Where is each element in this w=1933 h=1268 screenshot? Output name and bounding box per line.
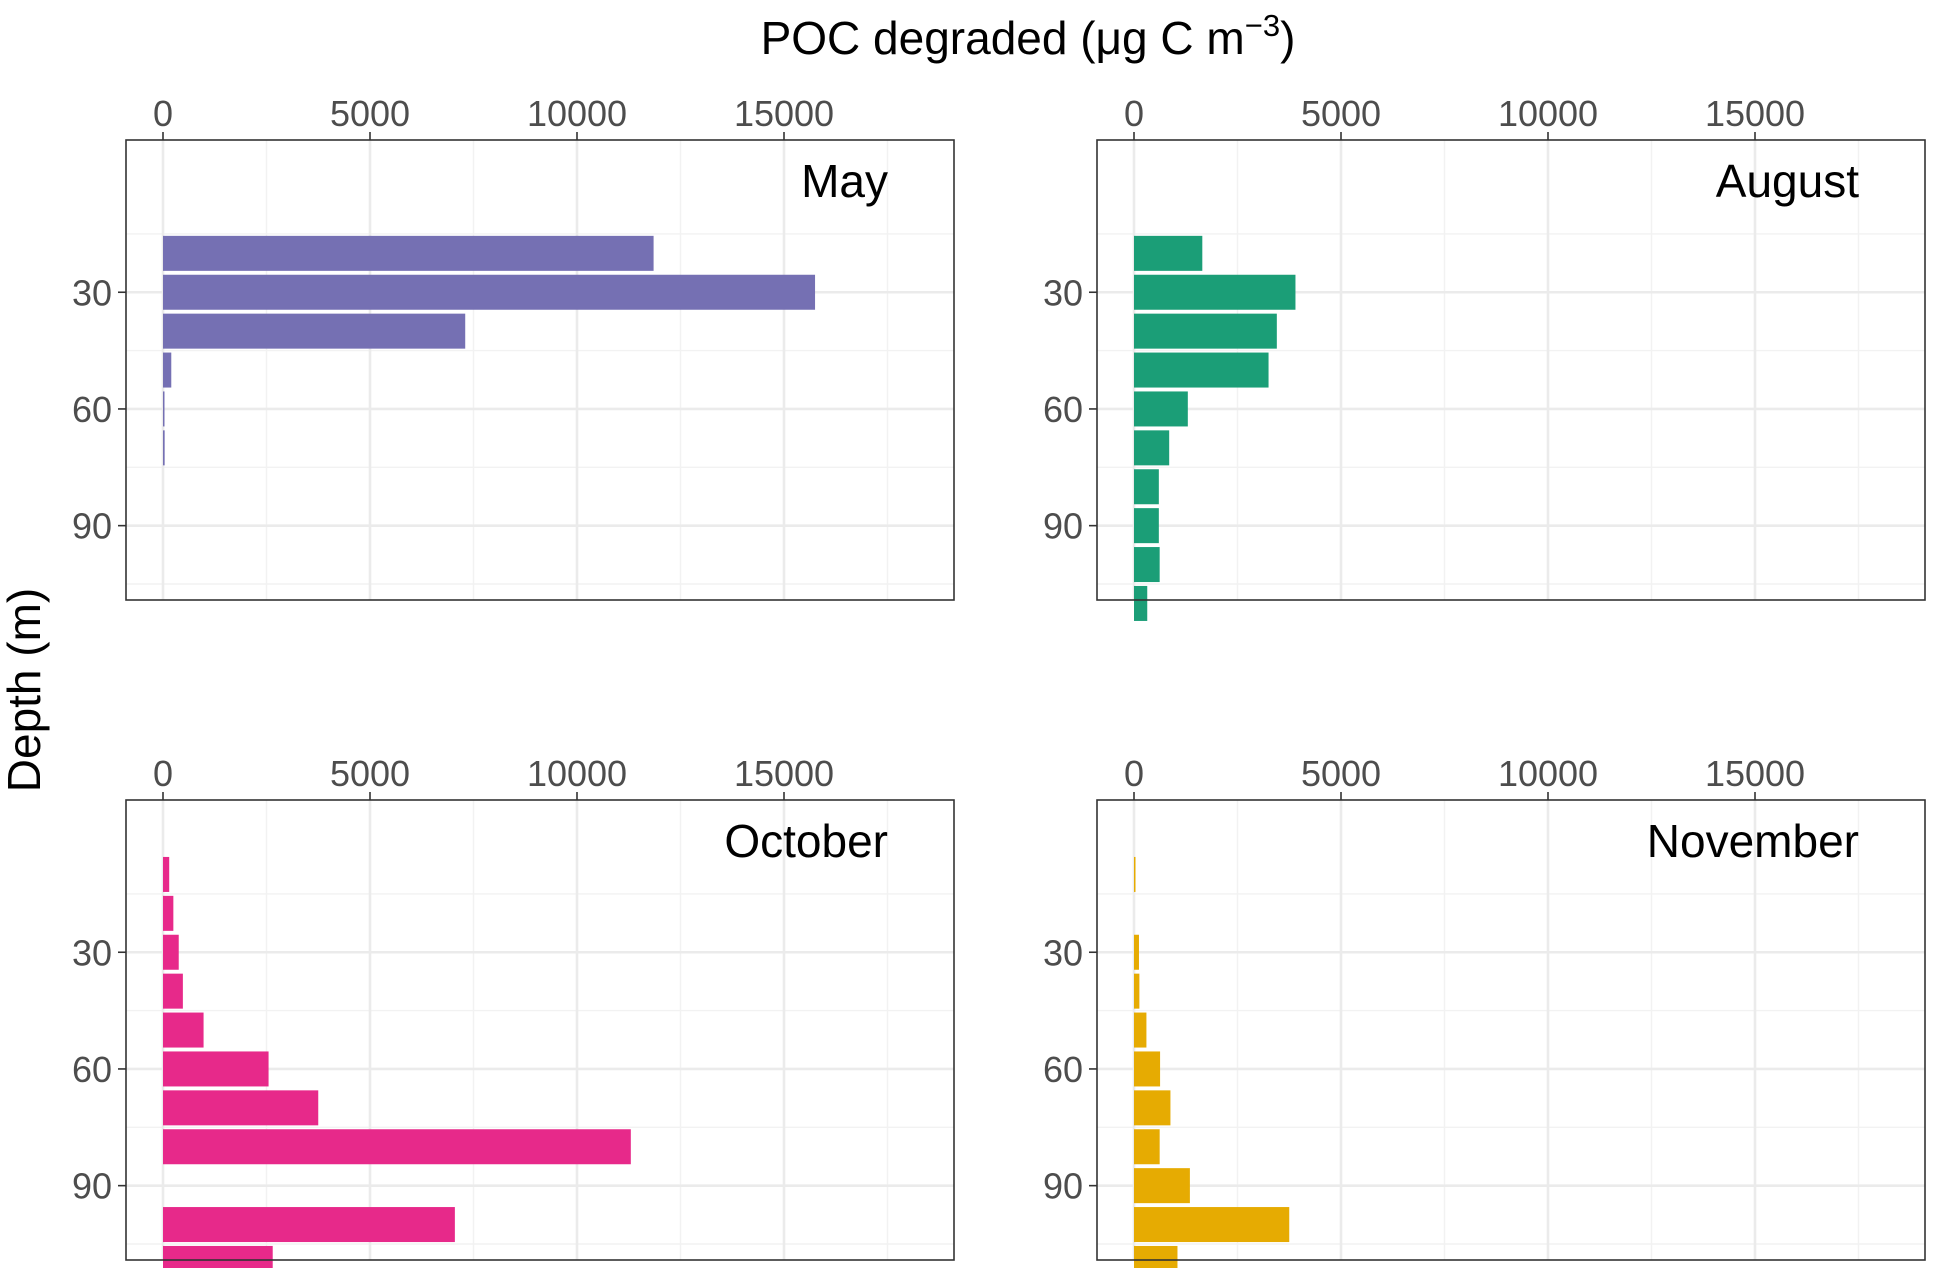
bar-november-depth-70 (1134, 1090, 1171, 1126)
x-tick-label: 15000 (1705, 753, 1805, 794)
y-tick-label: 30 (72, 932, 112, 973)
panels-group: 0 5000 10000 15000 30 60 90 May 0 5000 10000 15000 3… (72, 93, 1926, 1268)
main-title-superscript: −3 (1245, 8, 1280, 43)
y-tick-label: 60 (72, 389, 112, 430)
y-tick-label: 30 (1043, 932, 1083, 973)
bar-october-depth-100 (163, 1207, 455, 1243)
x-tick-label: 0 (153, 93, 173, 134)
bar-august-depth-20 (1134, 235, 1203, 271)
panel-border (1096, 799, 1926, 1261)
bar-may-depth-60 (163, 391, 165, 427)
bar-august-depth-100 (1134, 547, 1160, 583)
bar-august-depth-90 (1134, 508, 1159, 544)
x-tick-label: 10000 (1498, 93, 1598, 134)
y-tick-label: 60 (1043, 389, 1083, 430)
bar-october-depth-60 (163, 1051, 269, 1087)
bar-november-depth-80 (1134, 1129, 1160, 1165)
bar-october-depth-110 (163, 1245, 273, 1268)
y-tick-label: 60 (72, 1049, 112, 1090)
bar-october-depth-50 (163, 1012, 204, 1048)
x-tick-label: 15000 (734, 753, 834, 794)
bar-october-depth-30 (163, 934, 179, 970)
bar-november-depth-100 (1134, 1207, 1290, 1243)
bar-october-depth-70 (163, 1090, 319, 1126)
bar-november-depth-40 (1134, 973, 1140, 1009)
main-title-text: POC degraded (μg C m (761, 12, 1245, 64)
bar-may-depth-70 (163, 430, 165, 466)
panel-title-october: October (724, 815, 888, 867)
bar-october-depth-10 (163, 856, 170, 892)
bar-august-depth-70 (1134, 430, 1170, 466)
y-tick-label: 90 (72, 1166, 112, 1207)
x-tick-label: 5000 (1301, 93, 1381, 134)
x-tick-label: 5000 (1301, 753, 1381, 794)
bar-august-depth-40 (1134, 313, 1277, 349)
y-tick-label: 30 (1043, 272, 1083, 313)
y-axis-label: Depth (m) (0, 588, 50, 792)
chart-main-title: POC degraded (μg C m−3) (761, 8, 1296, 64)
bar-november-depth-30 (1134, 934, 1139, 970)
main-title-close: ) (1280, 12, 1295, 64)
bar-may-depth-20 (163, 235, 654, 271)
y-tick-label: 90 (72, 506, 112, 547)
panel-border (1096, 139, 1926, 601)
panel-may: 0 5000 10000 15000 30 60 90 May (72, 93, 955, 601)
x-tick-label: 15000 (734, 93, 834, 134)
x-tick-label: 10000 (527, 753, 627, 794)
x-tick-label: 10000 (1498, 753, 1598, 794)
bar-october-depth-20 (163, 895, 174, 931)
x-tick-label: 0 (153, 753, 173, 794)
x-tick-label: 5000 (330, 93, 410, 134)
bar-august-depth-110 (1134, 585, 1148, 621)
panel-title-may: May (801, 155, 888, 207)
bar-august-depth-60 (1134, 391, 1188, 427)
bar-october-depth-40 (163, 973, 183, 1009)
y-tick-label: 90 (1043, 1166, 1083, 1207)
x-tick-label: 0 (1124, 753, 1144, 794)
bar-november-depth-10 (1134, 856, 1136, 892)
panel-october: 0 5000 10000 15000 30 60 90 October (72, 753, 955, 1268)
bar-august-depth-30 (1134, 274, 1296, 310)
panel-title-august: August (1716, 155, 1859, 207)
x-tick-label: 0 (1124, 93, 1144, 134)
y-tick-label: 60 (1043, 1049, 1083, 1090)
bar-may-depth-40 (163, 313, 466, 349)
panel-november: 0 5000 10000 15000 30 60 90 November (1043, 753, 1926, 1268)
panel-august: 0 5000 10000 15000 30 60 90 August (1043, 93, 1926, 621)
bar-november-depth-60 (1134, 1051, 1161, 1087)
bar-november-depth-50 (1134, 1012, 1147, 1048)
x-tick-label: 15000 (1705, 93, 1805, 134)
bar-may-depth-50 (163, 352, 172, 388)
y-tick-label: 90 (1043, 506, 1083, 547)
bar-november-depth-90 (1134, 1168, 1190, 1204)
y-tick-label: 30 (72, 272, 112, 313)
bar-august-depth-80 (1134, 469, 1159, 505)
bar-november-depth-110 (1134, 1245, 1178, 1268)
panel-title-november: November (1647, 815, 1859, 867)
bar-may-depth-30 (163, 274, 816, 310)
panel-border (125, 139, 955, 601)
bar-october-depth-80 (163, 1129, 631, 1165)
x-tick-label: 5000 (330, 753, 410, 794)
bar-august-depth-50 (1134, 352, 1269, 388)
x-tick-label: 10000 (527, 93, 627, 134)
panel-border (125, 799, 955, 1261)
